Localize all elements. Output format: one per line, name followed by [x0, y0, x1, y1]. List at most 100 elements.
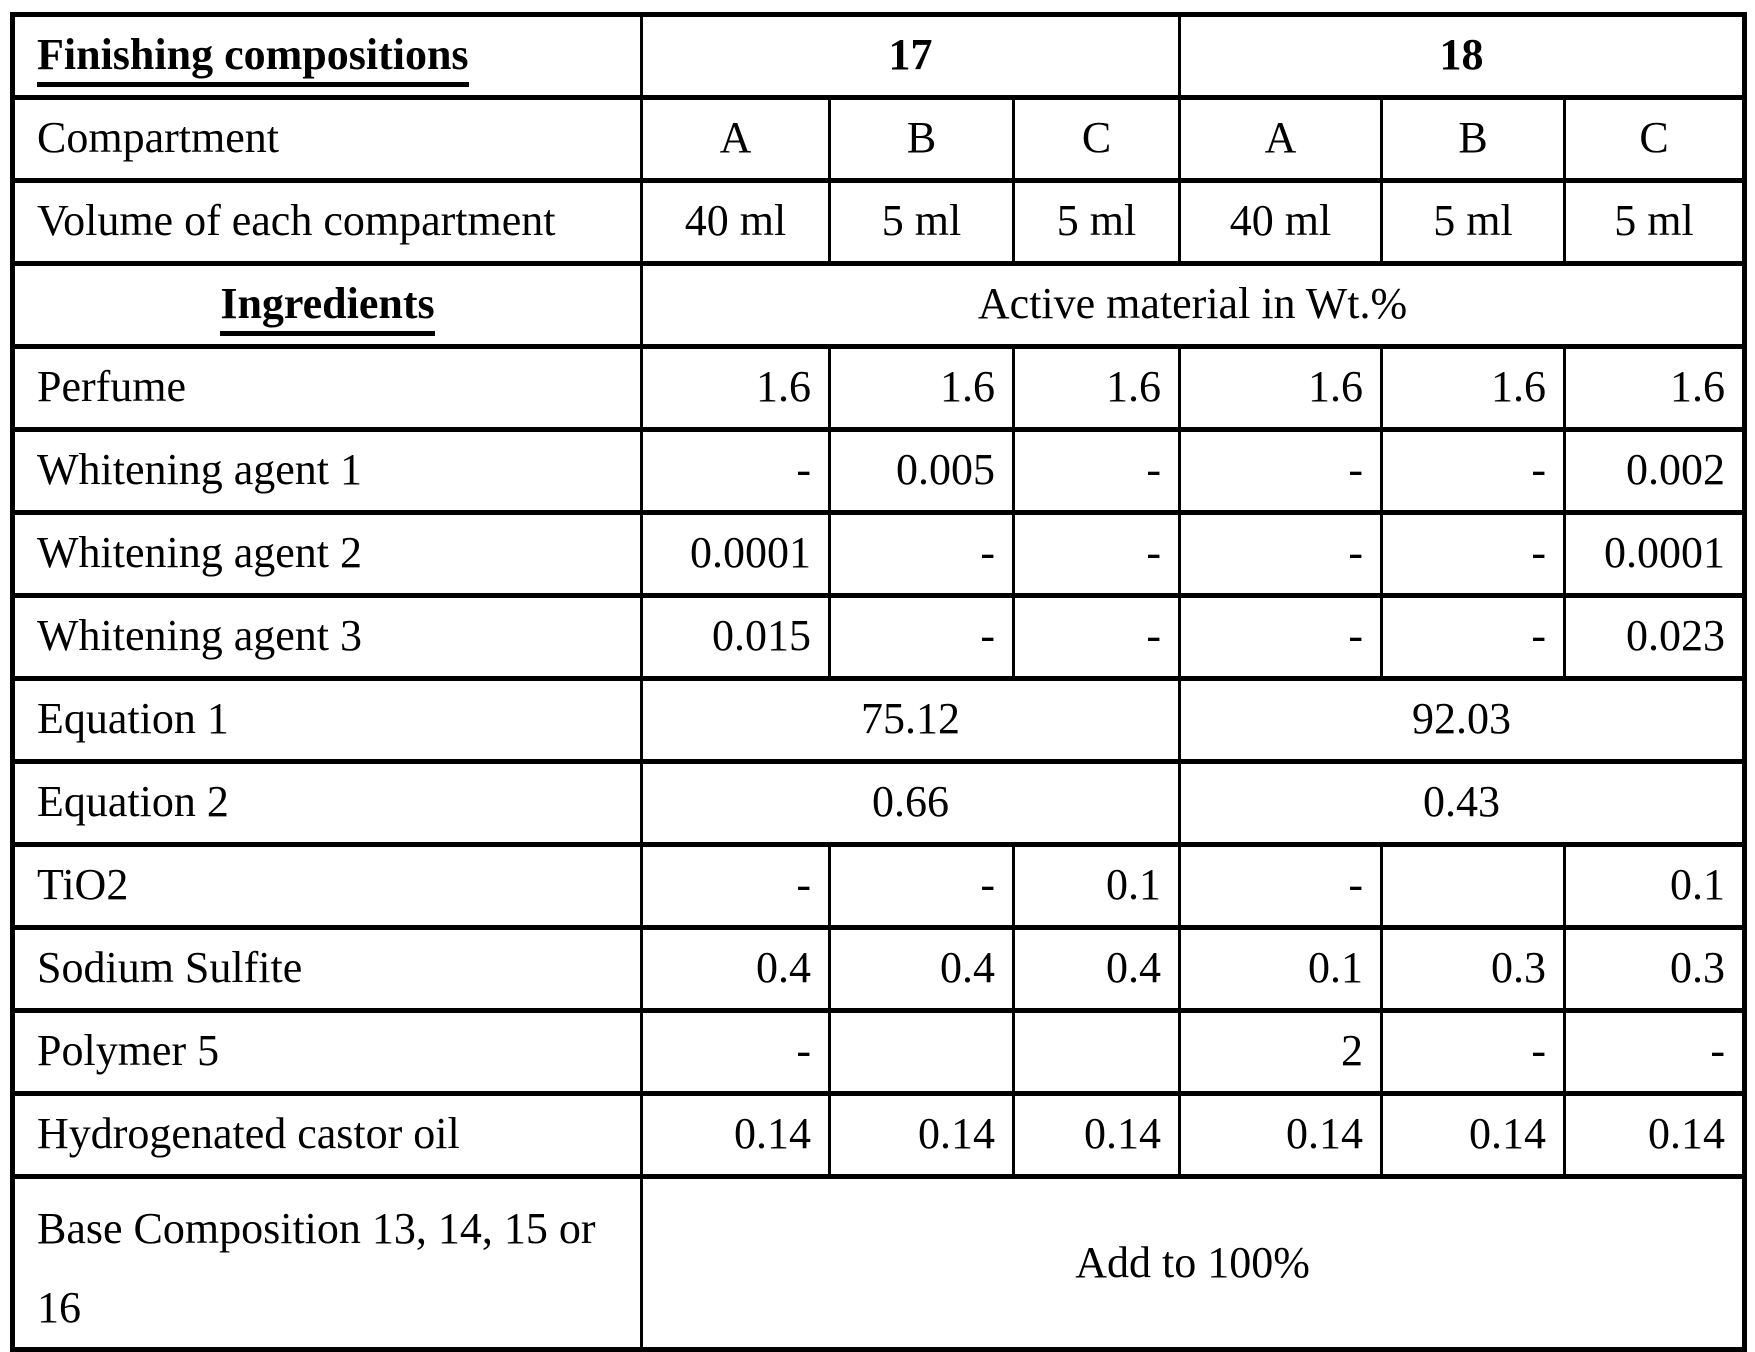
value-cell: 0.4 — [640, 925, 831, 1013]
table-title-cell: Finishing compositions — [11, 12, 643, 100]
volume-cell: 40 ml — [1178, 178, 1384, 266]
compartment-cell: A — [1178, 95, 1384, 183]
volume-cell: 5 ml — [1380, 178, 1567, 266]
value-cell: 1.6 — [1011, 344, 1182, 432]
value-cell: - — [640, 427, 831, 515]
table-row: Perfume 1.6 1.6 1.6 1.6 1.6 1.6 — [11, 344, 1747, 432]
active-material-header: Active material in Wt.% — [639, 261, 1747, 349]
row-label: Perfume — [11, 344, 643, 432]
finishing-compositions-table: Finishing compositions 17 18 Compartment… — [10, 12, 1748, 1352]
value-cell — [1011, 1008, 1182, 1096]
value-cell: 0.002 — [1563, 427, 1747, 515]
value-cell: - — [828, 593, 1015, 681]
value-cell: - — [1178, 593, 1384, 681]
value-cell: 1.6 — [1380, 344, 1567, 432]
table-row: Polymer 5 - 2 - - — [11, 1008, 1747, 1096]
table-row-equation2: Equation 2 0.66 0.43 — [11, 759, 1747, 847]
ingredients-header: Ingredients — [220, 280, 435, 337]
volume-cell: 5 ml — [1011, 178, 1182, 266]
value-cell: - — [1380, 510, 1567, 598]
value-cell: 0.1 — [1011, 842, 1182, 930]
value-cell: - — [1380, 593, 1567, 681]
value-cell: - — [1563, 1008, 1747, 1096]
volume-cell: 5 ml — [1563, 178, 1747, 266]
value-cell — [828, 1008, 1015, 1096]
value-cell: 0.14 — [1563, 1091, 1747, 1179]
value-cell: 0.4 — [1011, 925, 1182, 1013]
value-cell: 0.3 — [1563, 925, 1747, 1013]
ingredients-header-cell: Ingredients — [11, 261, 643, 349]
value-cell: 0.14 — [1011, 1091, 1182, 1179]
value-cell: 0.4 — [828, 925, 1015, 1013]
row-label: Hydrogenated castor oil — [11, 1091, 643, 1179]
compartment-cell: C — [1563, 95, 1747, 183]
volume-cell: 40 ml — [640, 178, 831, 266]
value-cell — [1380, 842, 1567, 930]
table-row: TiO2 - - 0.1 - 0.1 — [11, 842, 1747, 930]
value-cell: 0.005 — [828, 427, 1015, 515]
value-cell: - — [640, 842, 831, 930]
value-cell: 0.0001 — [640, 510, 831, 598]
composition-18-header: 18 — [1178, 12, 1747, 100]
row-label: TiO2 — [11, 842, 643, 930]
value-cell: - — [1011, 510, 1182, 598]
value-cell: 0.0001 — [1563, 510, 1747, 598]
value-cell: - — [1178, 842, 1384, 930]
value-cell: 0.14 — [640, 1091, 831, 1179]
value-cell: 0.1 — [1563, 842, 1747, 930]
value-cell: - — [640, 1008, 831, 1096]
row-label: Sodium Sulfite — [11, 925, 643, 1013]
row-label: Polymer 5 — [11, 1008, 643, 1096]
value-cell: 0.1 — [1178, 925, 1384, 1013]
row-label: Whitening agent 2 — [11, 510, 643, 598]
table-title: Finishing compositions — [37, 31, 469, 88]
value-cell: 2 — [1178, 1008, 1384, 1096]
row-label: Whitening agent 1 — [11, 427, 643, 515]
table-row-header: Finishing compositions 17 18 — [11, 12, 1747, 100]
value-cell: - — [828, 510, 1015, 598]
value-cell: 1.6 — [1563, 344, 1747, 432]
value-cell: 0.023 — [1563, 593, 1747, 681]
table-row-volume: Volume of each compartment 40 ml 5 ml 5 … — [11, 178, 1747, 266]
value-cell: 0.14 — [828, 1091, 1015, 1179]
compartment-cell: C — [1011, 95, 1182, 183]
table-row: Hydrogenated castor oil 0.14 0.14 0.14 0… — [11, 1091, 1747, 1179]
value-cell: 1.6 — [1178, 344, 1384, 432]
composition-17-header: 17 — [639, 12, 1182, 100]
row-label: Equation 2 — [11, 759, 643, 847]
value-cell: - — [1011, 427, 1182, 515]
row-label: Equation 1 — [11, 676, 643, 764]
row-label: Volume of each compartment — [11, 178, 643, 266]
value-cell: - — [828, 842, 1015, 930]
row-label: Compartment — [11, 95, 643, 183]
value-cell: 1.6 — [640, 344, 831, 432]
merged-value-cell: 0.43 — [1178, 759, 1747, 847]
table-row-equation1: Equation 1 75.12 92.03 — [11, 676, 1747, 764]
table-row-compartment: Compartment A B C A B C — [11, 95, 1747, 183]
compartment-cell: A — [640, 95, 831, 183]
table-row-base-composition: Base Composition 13, 14, 15 or 16 Add to… — [11, 1173, 1747, 1352]
merged-value-cell: 75.12 — [639, 676, 1182, 764]
table-row: Whitening agent 3 0.015 - - - - 0.023 — [11, 593, 1747, 681]
compartment-cell: B — [828, 95, 1015, 183]
value-cell: 0.14 — [1178, 1091, 1384, 1179]
row-label: Whitening agent 3 — [11, 593, 643, 681]
value-cell: 1.6 — [828, 344, 1015, 432]
volume-cell: 5 ml — [828, 178, 1015, 266]
table-row: Whitening agent 1 - 0.005 - - - 0.002 — [11, 427, 1747, 515]
table-row: Sodium Sulfite 0.4 0.4 0.4 0.1 0.3 0.3 — [11, 925, 1747, 1013]
value-cell: - — [1380, 427, 1567, 515]
compartment-cell: B — [1380, 95, 1567, 183]
value-cell: - — [1011, 593, 1182, 681]
value-cell: 0.015 — [640, 593, 831, 681]
add-to-100-cell: Add to 100% — [639, 1173, 1747, 1352]
merged-value-cell: 0.66 — [639, 759, 1182, 847]
value-cell: - — [1380, 1008, 1567, 1096]
merged-value-cell: 92.03 — [1178, 676, 1747, 764]
value-cell: - — [1178, 510, 1384, 598]
value-cell: - — [1178, 427, 1384, 515]
row-label: Base Composition 13, 14, 15 or 16 — [11, 1173, 643, 1352]
table-row: Whitening agent 2 0.0001 - - - - 0.0001 — [11, 510, 1747, 598]
value-cell: 0.14 — [1380, 1091, 1567, 1179]
